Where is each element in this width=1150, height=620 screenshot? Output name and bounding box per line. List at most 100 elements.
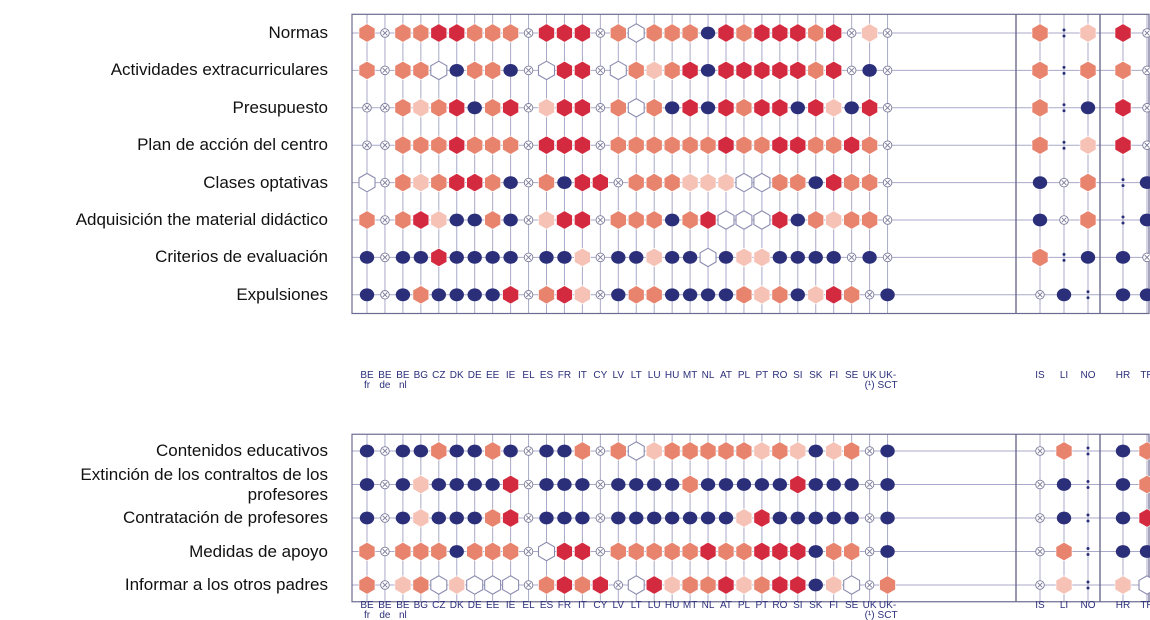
marker-not-applicable-cross [1144,30,1150,36]
column-label: ES [540,600,554,611]
marker-hexagon-salmon [663,441,681,461]
marker-navy-dot [503,64,518,77]
marker-not-applicable-cross [1144,67,1150,74]
column-label: FR [558,370,571,381]
marker-navy-dot [844,101,859,115]
marker-navy-dot [359,511,375,525]
marker-navy-dot [467,444,482,458]
marker-navy-dot [395,444,411,458]
column-label: SI [793,370,802,381]
marker-hexagon-salmon [394,98,412,118]
marker-hexagon-light-pink [645,441,663,461]
marker-hexagon-light-pink [1079,23,1097,43]
marker-navy-dot [647,478,662,491]
marker-navy-dot [359,478,375,491]
marker-hexagon-light-pink [735,247,753,267]
marker-hexagon-red [412,210,430,230]
marker-hexagon-salmon [1031,60,1049,80]
marker-navy-dot [718,511,734,525]
column-label: SE [845,370,859,381]
column-label: RO [772,370,787,381]
marker-colon [1086,480,1090,483]
marker-navy-dot [467,213,482,227]
column-label: FR [558,600,571,611]
marker-hexagon-white [430,575,448,595]
marker-hexagon-salmon [1138,474,1150,495]
marker-navy-dot [880,545,895,558]
column-label: IE [506,370,516,381]
marker-hexagon-salmon [771,441,789,461]
marker-hexagon-salmon [753,575,771,595]
marker-hexagon-red [574,135,591,155]
column-label: EE [486,370,500,381]
marker-navy-dot [449,444,464,458]
marker-not-applicable-cross [1037,515,1043,521]
marker-navy-dot [844,511,859,525]
marker-not-applicable-cross [849,254,855,261]
marker-navy-dot [1115,251,1131,264]
marker-not-applicable-cross [597,217,603,223]
marker-hexagon-salmon [663,541,681,562]
marker-hexagon-salmon [807,60,825,80]
marker-hexagon-salmon [574,575,591,595]
column-label: DE [468,600,482,611]
marker-navy-dot [826,511,841,525]
marker-hexagon-salmon [484,173,501,193]
marker-hexagon-salmon [645,285,663,305]
marker-navy-dot [1115,478,1131,491]
marker-hexagon-red [592,575,609,595]
marker-navy-dot [808,251,823,264]
marker-navy-dot [359,288,375,302]
marker-hexagon-salmon [627,541,645,562]
marker-hexagon-salmon [412,575,430,595]
marker-navy-dot [359,251,375,264]
marker-not-applicable-cross [597,448,603,454]
marker-navy-dot [736,478,752,491]
marker-hexagon-red [1138,508,1150,528]
marker-colon [1086,519,1090,523]
row-label: Medidas de apoyo [189,541,328,561]
marker-hexagon-red [556,541,573,562]
marker-navy-dot [431,511,446,525]
column-label: IS [1035,370,1045,381]
marker-colon [1121,215,1125,219]
marker-hexagon-salmon [430,98,448,118]
column-label: IT [578,370,587,381]
marker-hexagon-salmon [466,541,484,562]
marker-navy-dot [503,176,518,190]
marker-hexagon-red [1114,98,1132,118]
marker-navy-dot [790,288,805,302]
marker-hexagon-light-pink [538,98,555,118]
marker-hexagon-red [717,575,735,595]
marker-hexagon-light-pink [825,575,843,595]
marker-not-applicable-cross [1061,179,1067,186]
marker-colon [1121,221,1125,225]
column-label: PT [756,370,769,381]
marker-colon [1086,553,1090,556]
marker-not-applicable-cross [1037,448,1043,454]
marker-hexagon-white [627,97,645,118]
column-label: SK [809,600,823,611]
column-label: IS [1035,600,1045,611]
marker-hexagon-light-pink [825,210,843,230]
column-sublabel: SCT [878,610,898,620]
marker-hexagon-salmon [825,541,843,562]
marker-navy-dot [1139,176,1150,189]
marker-hexagon-light-pink [861,23,878,43]
marker-hexagon-red [825,285,843,305]
marker-navy-dot [503,251,518,264]
marker-hexagon-light-pink [430,210,448,230]
marker-hexagon-salmon [502,135,519,155]
marker-navy-dot [880,511,895,525]
marker-not-applicable-cross [597,30,603,36]
marker-hexagon-red [430,23,448,43]
marker-colon [1062,140,1066,144]
marker-navy-dot [557,444,572,458]
marker-navy-dot [539,478,554,491]
marker-hexagon-salmon [807,210,825,230]
marker-hexagon-light-pink [807,285,825,305]
column-label: NO [1081,600,1096,611]
marker-hexagon-red [753,98,771,118]
marker-hexagon-salmon [681,575,699,595]
marker-colon [1086,452,1090,456]
